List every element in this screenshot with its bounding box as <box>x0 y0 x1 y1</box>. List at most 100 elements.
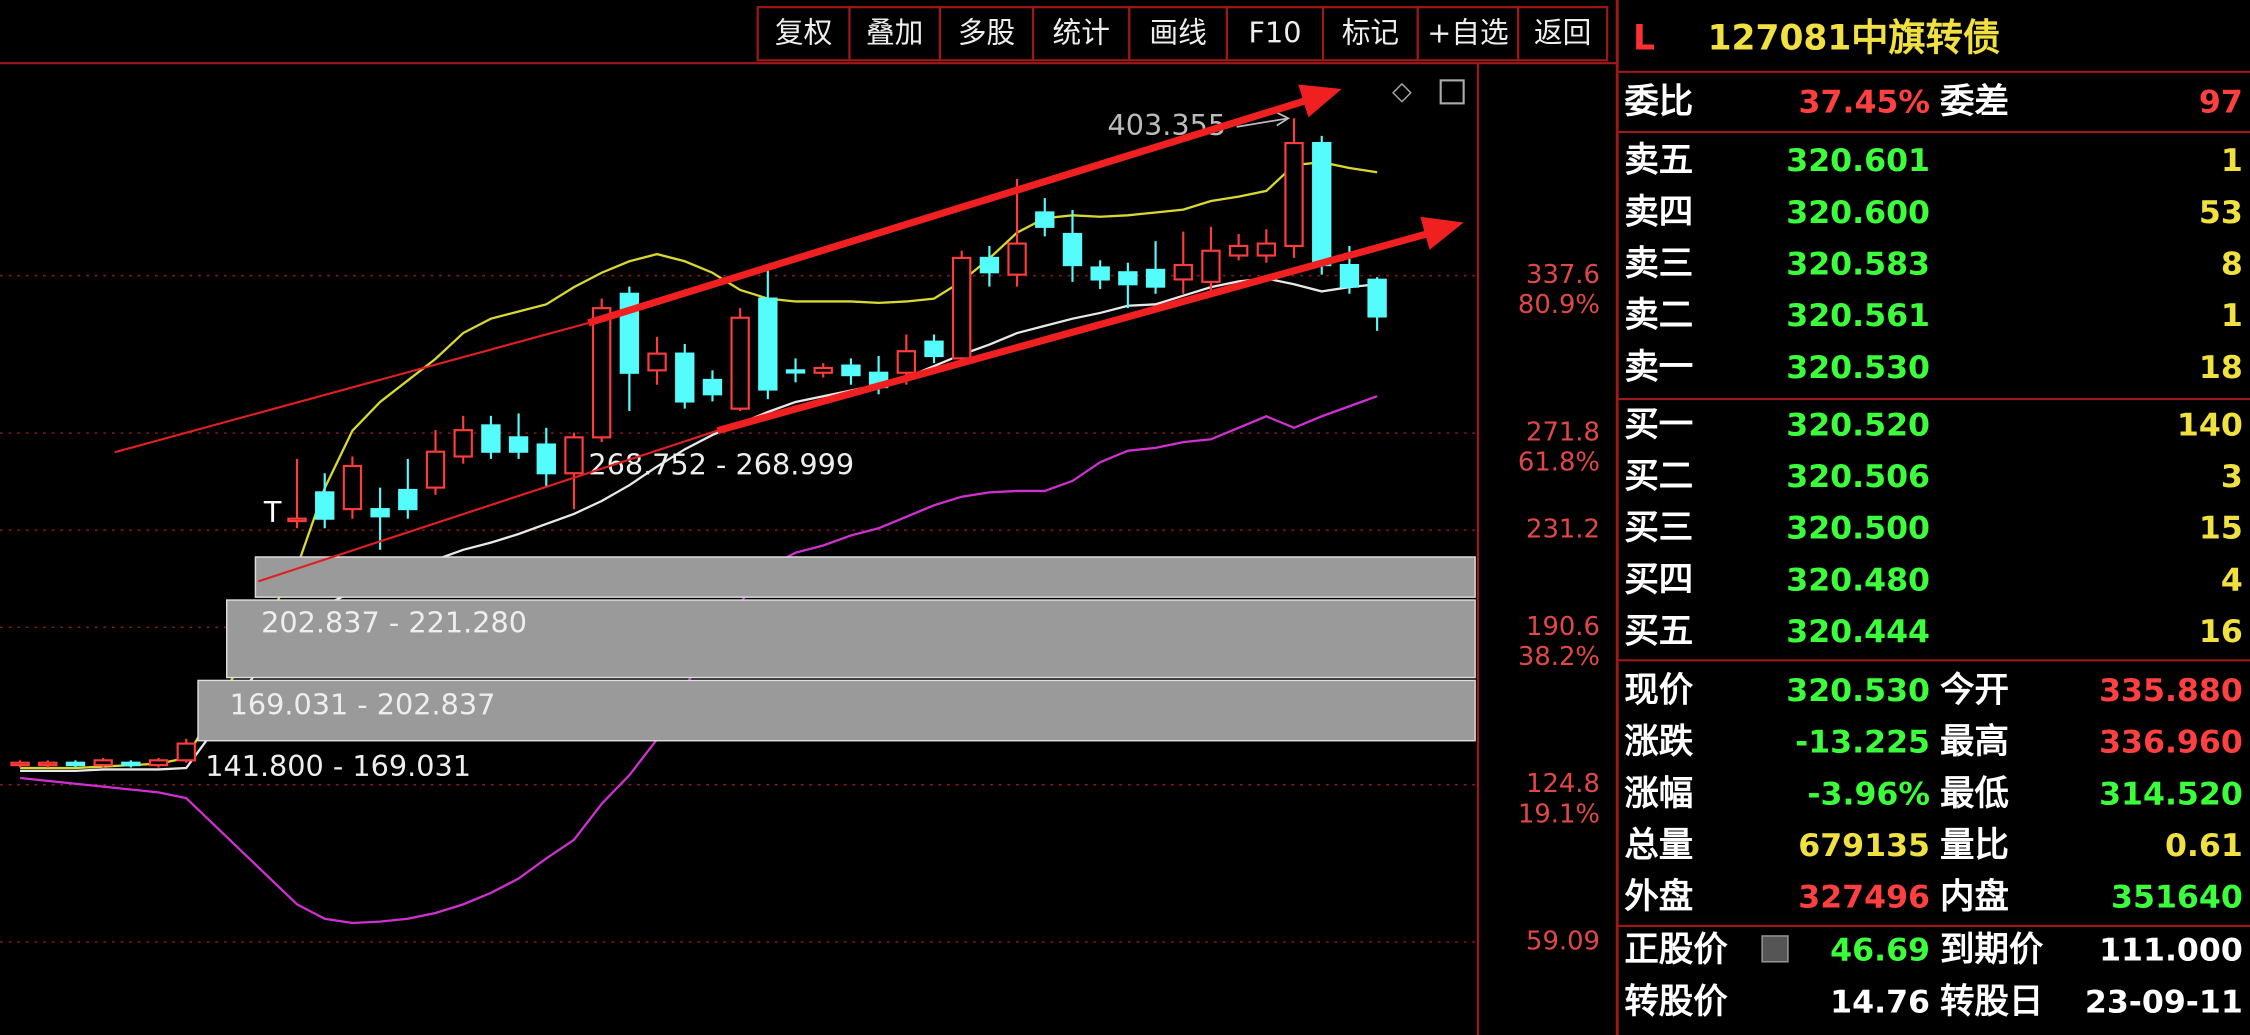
order-price: 320.561 <box>1786 298 1930 334</box>
stat-value: 23-09-11 <box>2085 984 2243 1020</box>
order-volume: 1 <box>2221 143 2243 179</box>
toolbar-label[interactable]: 标记 <box>1342 15 1399 49</box>
candle-body <box>1062 232 1083 267</box>
stat-label: 内盘 <box>1940 877 2009 917</box>
order-volume: 15 <box>2199 511 2243 547</box>
stat-value: -13.225 <box>1795 725 1930 761</box>
candle-body <box>1118 271 1138 286</box>
order-price: 320.480 <box>1786 562 1930 598</box>
toolbar-label[interactable]: 叠加 <box>866 15 923 49</box>
candle-body <box>1173 264 1193 281</box>
order-price: 320.520 <box>1786 407 1930 443</box>
toolbar-label[interactable]: 画线 <box>1149 15 1206 49</box>
order-label: 买三 <box>1624 508 1693 548</box>
ratio-label: 委比 <box>1624 82 1693 122</box>
candle-body <box>287 517 307 523</box>
stat-value: 327496 <box>1798 880 1930 916</box>
order-volume: 18 <box>2199 350 2243 386</box>
candle-body <box>591 307 612 439</box>
stat-value: 111.000 <box>2099 933 2243 969</box>
toolbar-label[interactable]: 统计 <box>1053 15 1110 49</box>
order-label: 卖五 <box>1624 141 1693 181</box>
range-label: 202.837 - 221.280 <box>261 605 527 639</box>
panel-icon[interactable] <box>1439 79 1465 105</box>
toolbar-button[interactable] <box>848 6 941 62</box>
range-label: 268.752 - 268.999 <box>588 448 854 482</box>
order-label: 卖二 <box>1624 296 1693 336</box>
order-label: 买四 <box>1624 560 1693 600</box>
stat-value: 14.76 <box>1830 984 1930 1020</box>
code: 127081 <box>1708 19 1852 59</box>
stat-label: 量比 <box>1940 825 2009 865</box>
candle-body <box>785 369 806 374</box>
y-tick-label: 337.6 <box>1526 260 1600 290</box>
range-label: 169.031 - 202.837 <box>230 687 496 721</box>
candle-body <box>65 761 86 767</box>
fib-label: 80.9% <box>1518 290 1600 320</box>
candle-body <box>1367 278 1387 318</box>
stat-value: 46.69 <box>1830 933 1930 969</box>
marker: T <box>263 495 282 529</box>
y-tick-label: 190.6 <box>1526 612 1600 642</box>
stat-value: 314.520 <box>2099 776 2243 812</box>
candle-body <box>1339 264 1360 288</box>
toolbar-label[interactable]: 返回 <box>1534 15 1591 49</box>
order-volume: 16 <box>2199 614 2243 650</box>
info-icon[interactable] <box>1761 935 1789 963</box>
arrow-head <box>1420 216 1464 250</box>
toolbar-label[interactable]: F10 <box>1248 15 1301 49</box>
stat-value: 336.960 <box>2099 725 2243 761</box>
candle-body <box>1090 266 1110 281</box>
order-volume: 3 <box>2221 459 2243 495</box>
order-price: 320.600 <box>1786 195 1930 231</box>
y-tick-label: 124.8 <box>1526 769 1600 799</box>
order-volume: 140 <box>2177 407 2243 443</box>
chip-zone <box>254 556 1476 598</box>
candle-body <box>952 256 972 360</box>
candle-body <box>176 742 196 762</box>
candle-body <box>1007 242 1027 276</box>
toolbar-button[interactable] <box>1517 6 1609 62</box>
toolbar-label[interactable]: +自选 <box>1427 15 1508 49</box>
order-volume: 8 <box>2221 247 2243 283</box>
toolbar-label[interactable]: 多股 <box>958 15 1015 49</box>
toolbar-label[interactable]: 复权 <box>775 15 832 49</box>
candle-body <box>1284 141 1304 248</box>
order-price: 320.444 <box>1786 614 1930 650</box>
name: 中旗转债 <box>1851 16 2000 60</box>
candle-body <box>702 378 723 396</box>
diamond-icon[interactable]: ◇ <box>1392 76 1412 106</box>
trend-arrow <box>716 226 1444 435</box>
stat-label: 涨幅 <box>1624 774 1693 814</box>
candle-body <box>370 508 390 518</box>
overlay: 268.752 - 268.999 202.837 - 221.280 169.03… <box>114 84 1476 783</box>
order-volume: 4 <box>2221 562 2243 598</box>
stat-value: 335.880 <box>2099 673 2243 709</box>
trend-arrow <box>587 92 1322 327</box>
chip-zone <box>226 599 1476 679</box>
diff-label: 委差 <box>1940 82 2009 122</box>
stat-label: 今开 <box>1940 670 2009 710</box>
stat-label: 最高 <box>1940 722 2009 762</box>
stat-label: 到期价 <box>1940 930 2044 970</box>
stat-label: 外盘 <box>1624 877 1693 917</box>
stat-label: 正股价 <box>1624 930 1728 970</box>
order-price: 320.506 <box>1786 459 1930 495</box>
toolbar-button[interactable] <box>938 6 1035 62</box>
candle-body <box>453 429 473 458</box>
stat-value: -3.96% <box>1807 776 1930 812</box>
candle-body <box>121 761 141 767</box>
stat-label: 涨跌 <box>1624 722 1693 762</box>
toolbar-button[interactable] <box>1128 6 1228 62</box>
diff: 97 <box>2199 84 2243 120</box>
candle-body <box>675 352 695 403</box>
candle-body <box>647 352 667 372</box>
toolbar-button[interactable] <box>1416 6 1520 62</box>
toolbar-button[interactable] <box>1032 6 1131 62</box>
toolbar-button[interactable] <box>1225 6 1325 62</box>
chip-zone <box>197 679 1476 742</box>
arrow-head <box>1298 84 1342 118</box>
ratio: 37.45% <box>1799 84 1930 120</box>
candle-body <box>398 488 418 511</box>
